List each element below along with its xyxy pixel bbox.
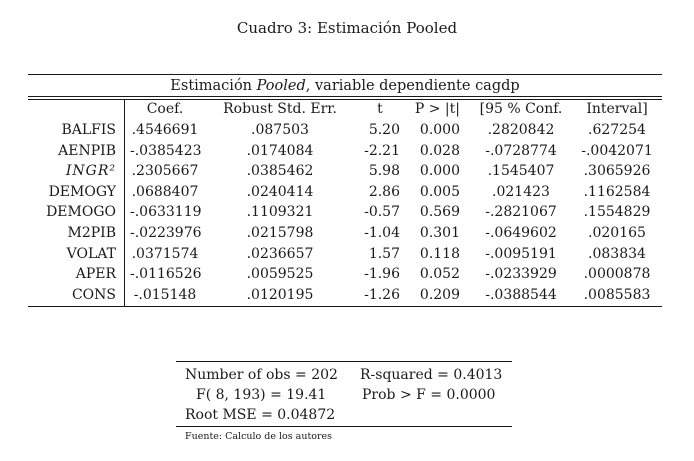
std-err-cell: .0059525 [246, 266, 314, 283]
conf-high-cell: .020165 [588, 225, 646, 241]
t-stat-cell: -1.04 [364, 225, 400, 241]
std-err-cell: .1109321 [246, 204, 314, 221]
coef-cell: -.0385423 [130, 142, 202, 159]
p-value-cell: 0.000 [419, 122, 460, 138]
std-err-cell: .0174084 [246, 142, 314, 159]
std-err-cell: .0215798 [246, 225, 314, 241]
variable-label: DEMOGY [48, 183, 116, 200]
conf-low-cell: -.2821067 [485, 204, 557, 221]
p-value-cell: 0.005 [419, 183, 460, 200]
conf-high-cell: .1162584 [583, 183, 651, 200]
conf-low-cell: -.0388544 [485, 286, 557, 303]
coef-cell: .0688407 [131, 183, 199, 200]
std-err-cell: .087503 [251, 122, 309, 138]
table-title: Estimación Pooled, variable dependiente … [170, 78, 520, 94]
stat-f: F( 8, 193) = 19.41 [196, 387, 327, 403]
t-stat-cell: 5.20 [368, 122, 400, 138]
p-value-cell: 0.028 [419, 142, 460, 159]
coef-cell: -.0633119 [130, 204, 202, 221]
coef-cell: .4546691 [131, 122, 199, 138]
stats-bottom-rule [176, 426, 512, 427]
t-stat-cell: -0.57 [364, 204, 400, 221]
t-stat-cell: -1.26 [364, 286, 400, 303]
conf-low-cell: .1545407 [487, 163, 555, 180]
std-err-cell: .0385462 [246, 163, 314, 180]
conf-low-cell: -.0649602 [485, 225, 557, 241]
variable-label: APER [75, 266, 116, 283]
conf-low-cell: -.0095191 [485, 245, 557, 262]
t-stat-cell: 2.86 [368, 183, 400, 200]
p-value-cell: 0.118 [419, 245, 460, 262]
stats-top-rule [176, 361, 512, 362]
variable-label: CONS [71, 286, 116, 303]
stat-nobs: Number of obs = 202 [185, 367, 338, 383]
coef-cell: .2305667 [131, 163, 199, 180]
title-rule-1 [28, 96, 662, 97]
conf-low-header: [95 % Conf. [479, 101, 563, 117]
variable-label: VOLAT [66, 245, 116, 262]
table-top-rule [28, 74, 662, 75]
table-bottom-rule [28, 306, 662, 307]
conf-low-cell: .2820842 [487, 122, 555, 138]
p-value-cell: 0.000 [419, 163, 460, 180]
t-stat-cell: 1.57 [368, 245, 400, 262]
conf-high-cell: .1554829 [583, 204, 651, 221]
variable-label: INGR² [65, 163, 116, 180]
stat-r-squared: R-squared = 0.4013 [360, 367, 503, 383]
coef-cell: -.0223976 [130, 225, 202, 241]
t-stat-cell: 5.98 [368, 163, 400, 180]
coef-cell: -.015148 [133, 286, 197, 303]
table-caption: Cuadro 3: Estimación Pooled [236, 19, 458, 37]
table-source-note: Fuente: Calculo de los autores [185, 431, 333, 442]
conf-low-cell: -.0728774 [485, 142, 557, 159]
title-rule-2 [28, 99, 662, 100]
std-err-cell: .0236657 [246, 245, 314, 262]
conf-high-cell: .3065926 [583, 163, 651, 180]
conf-high-cell: .0000878 [583, 266, 651, 283]
coef-cell: -.0116526 [130, 266, 202, 283]
p-value-cell: 0.209 [419, 286, 460, 303]
conf-high-cell: .0085583 [583, 286, 651, 303]
stub-divider [124, 100, 125, 306]
t-header: t [377, 101, 383, 117]
conf-high-cell: .627254 [588, 122, 646, 138]
coef-cell: .0371574 [131, 245, 199, 262]
conf-high-cell: -.0042071 [581, 142, 653, 159]
variable-label: AENPIB [58, 142, 116, 159]
std-err-cell: .0240414 [246, 183, 314, 200]
p-value-cell: 0.301 [419, 225, 460, 241]
variable-label: M2PIB [67, 225, 116, 241]
p-value-cell: 0.052 [419, 266, 460, 283]
coef-header: Coef. [146, 101, 184, 117]
t-stat-cell: -2.21 [364, 142, 400, 159]
variable-label: DEMOGO [46, 204, 116, 221]
t-stat-cell: -1.96 [364, 266, 400, 283]
std-err-header: Robust Std. Err. [223, 101, 337, 117]
stat-prob-f: Prob > F = 0.0000 [362, 387, 496, 403]
stat-root-mse: Root MSE = 0.04872 [185, 407, 336, 423]
std-err-cell: .0120195 [246, 286, 314, 303]
variable-label: BALFIS [61, 122, 116, 138]
conf-low-cell: .021423 [492, 183, 550, 200]
conf-high-cell: .083834 [588, 245, 646, 262]
p-value-header: P > |t| [414, 101, 460, 117]
p-value-cell: 0.569 [419, 204, 460, 221]
conf-low-cell: -.0233929 [485, 266, 557, 283]
conf-high-header: Interval] [586, 101, 648, 117]
